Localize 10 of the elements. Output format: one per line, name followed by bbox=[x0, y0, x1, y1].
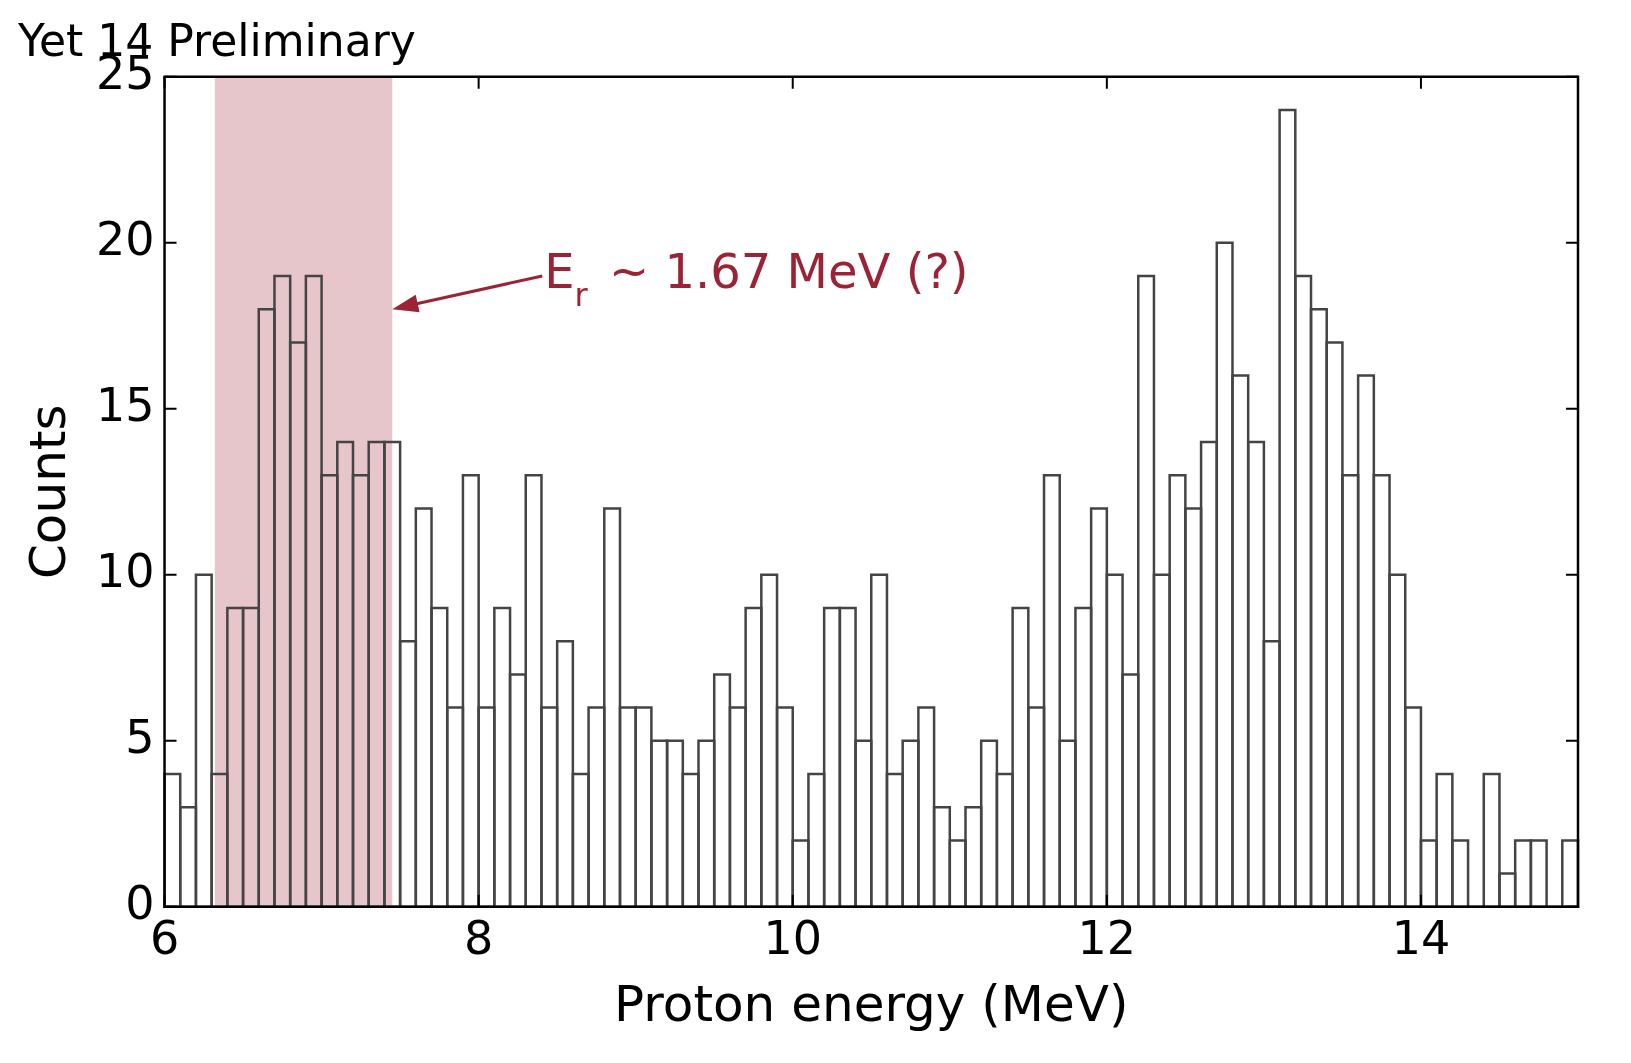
y-tick-label: 10 bbox=[95, 543, 155, 598]
y-tick-label: 20 bbox=[95, 211, 155, 266]
x-tick-label: 8 bbox=[464, 911, 494, 966]
y-axis-title: Counts bbox=[18, 404, 77, 580]
y-tick-label: 15 bbox=[95, 377, 155, 432]
x-tick-label: 10 bbox=[763, 911, 823, 966]
x-tick-label: 12 bbox=[1077, 911, 1137, 966]
y-tick-label: 5 bbox=[125, 709, 155, 764]
x-axis-title: Proton energy (MeV) bbox=[614, 974, 1129, 1033]
x-tick-label: 14 bbox=[1391, 911, 1451, 966]
